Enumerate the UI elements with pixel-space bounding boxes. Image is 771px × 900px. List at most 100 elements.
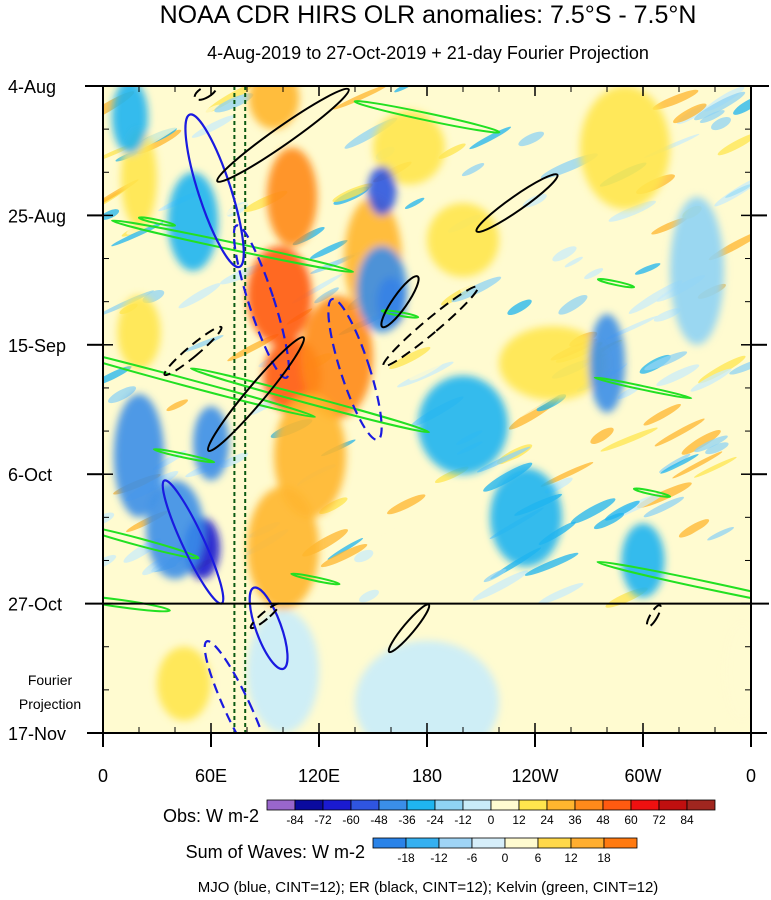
obs-colorbar-swatch <box>630 799 660 811</box>
anomaly-cell <box>157 646 211 721</box>
texture-cell <box>332 183 373 203</box>
texture-cell <box>460 269 506 292</box>
texture-cell <box>699 110 725 124</box>
obs-colorbar-swatch <box>406 799 436 811</box>
texture-cell <box>681 429 721 455</box>
obs-colorbar-label: 24 <box>540 813 554 827</box>
waves-colorbar-swatch <box>570 837 605 849</box>
texture-cell <box>214 202 249 221</box>
texture-cell <box>643 403 682 426</box>
anomaly-cell <box>670 196 724 345</box>
kelvin-contour <box>137 216 177 227</box>
texture-cell <box>522 115 545 126</box>
reference-lines <box>233 86 247 733</box>
obs-colorbar-label: -48 <box>370 813 388 827</box>
texture-cell <box>309 240 348 260</box>
waves-colorbar-title: Sum of Waves: W m-2 <box>186 842 365 862</box>
texture-cell <box>540 461 594 487</box>
texture-cell <box>409 354 450 381</box>
obs-colorbar-swatch <box>490 799 520 811</box>
x-tick-label: 60E <box>195 766 227 786</box>
kelvin-contour <box>596 277 636 289</box>
texture-cell <box>431 516 485 547</box>
kelvin-contour <box>596 560 751 610</box>
anomaly-cell <box>117 295 161 370</box>
texture-cell <box>518 131 545 147</box>
anomaly-cell <box>113 394 165 518</box>
texture-cell <box>472 570 529 601</box>
mjo-contour <box>248 586 289 671</box>
mjo-contour <box>232 224 291 380</box>
texture-cell <box>526 289 583 319</box>
y-tick-label: 4-Aug <box>8 77 56 97</box>
texture-cell <box>178 283 221 309</box>
texture-cell <box>359 589 379 603</box>
waves-colorbar-swatch <box>603 837 638 849</box>
projection-label-line2: Projection <box>19 696 81 712</box>
texture-cell <box>733 95 751 115</box>
texture-cell <box>628 280 683 314</box>
texture-cell <box>690 368 732 392</box>
texture-cell <box>626 278 661 294</box>
waves-colorbar-label: 18 <box>597 851 611 865</box>
texture-cell <box>387 494 426 515</box>
texture-cell <box>634 263 661 275</box>
anomaly-cell <box>247 609 319 733</box>
obs-colorbar-label: 48 <box>596 813 610 827</box>
er-contour <box>387 603 431 654</box>
obs-colorbar-swatch <box>602 799 632 811</box>
x-tick-label: 120W <box>511 766 558 786</box>
obs-colorbar-swatch <box>574 799 604 811</box>
texture-cell <box>493 148 533 173</box>
texture-cell <box>442 86 496 103</box>
texture-cell <box>729 357 751 375</box>
anomaly-cell <box>490 468 562 567</box>
texture-cell <box>404 197 425 209</box>
waves-colorbar: -18 -12 -6 0 6 12 18 <box>372 837 638 865</box>
texture-cell <box>711 116 731 131</box>
anomaly-cell <box>112 86 148 154</box>
texture-cell <box>438 143 466 159</box>
texture-cell <box>246 454 281 472</box>
waves-colorbar-swatch <box>405 837 440 849</box>
anomaly-cell <box>499 326 607 401</box>
texture-cell <box>181 140 201 153</box>
texture-cell <box>108 386 137 404</box>
texture-cell <box>476 446 531 473</box>
er-contour <box>645 604 662 628</box>
y-tick-label: 27-Oct <box>8 595 62 615</box>
anomaly-cell <box>301 295 373 419</box>
texture-cell <box>320 543 368 568</box>
y-axis: 4-Aug 25-Aug 15-Sep 6-Oct 27-Oct 17-Nov <box>8 77 767 744</box>
er-contours <box>163 86 662 654</box>
texture-cell <box>653 308 681 322</box>
obs-colorbar-swatch <box>378 799 408 811</box>
texture-cell <box>660 454 699 474</box>
anomaly-cell <box>373 110 445 185</box>
texture-cell <box>694 91 746 121</box>
anomaly-cell <box>247 246 312 345</box>
texture-cell <box>644 351 688 371</box>
waves-colorbar-swatch <box>372 837 407 849</box>
texture-cell <box>389 346 431 370</box>
waves-colorbar-swatch <box>438 837 473 849</box>
obs-colorbar-label: -12 <box>454 813 472 827</box>
texture-cell <box>584 268 604 280</box>
kelvin-contour <box>632 487 672 498</box>
texture-cell <box>678 519 710 538</box>
anomaly-cell <box>355 640 499 733</box>
wave-legend: MJO (blue, CINT=12); ER (black, CINT=12)… <box>198 879 659 896</box>
texture-cell <box>333 86 388 110</box>
texture-cell <box>103 209 120 220</box>
obs-colorbar-swatch <box>322 799 352 811</box>
waves-colorbar-swatch <box>504 837 539 849</box>
texture-cell <box>469 126 512 150</box>
waves-colorbar-label: -12 <box>430 851 448 865</box>
x-tick-label: 180 <box>412 766 442 786</box>
obs-colorbar-swatch <box>658 799 688 811</box>
texture-cell <box>652 89 699 110</box>
er-contour <box>206 336 306 453</box>
texture-cell <box>705 442 729 455</box>
anomaly-cell <box>274 394 346 518</box>
